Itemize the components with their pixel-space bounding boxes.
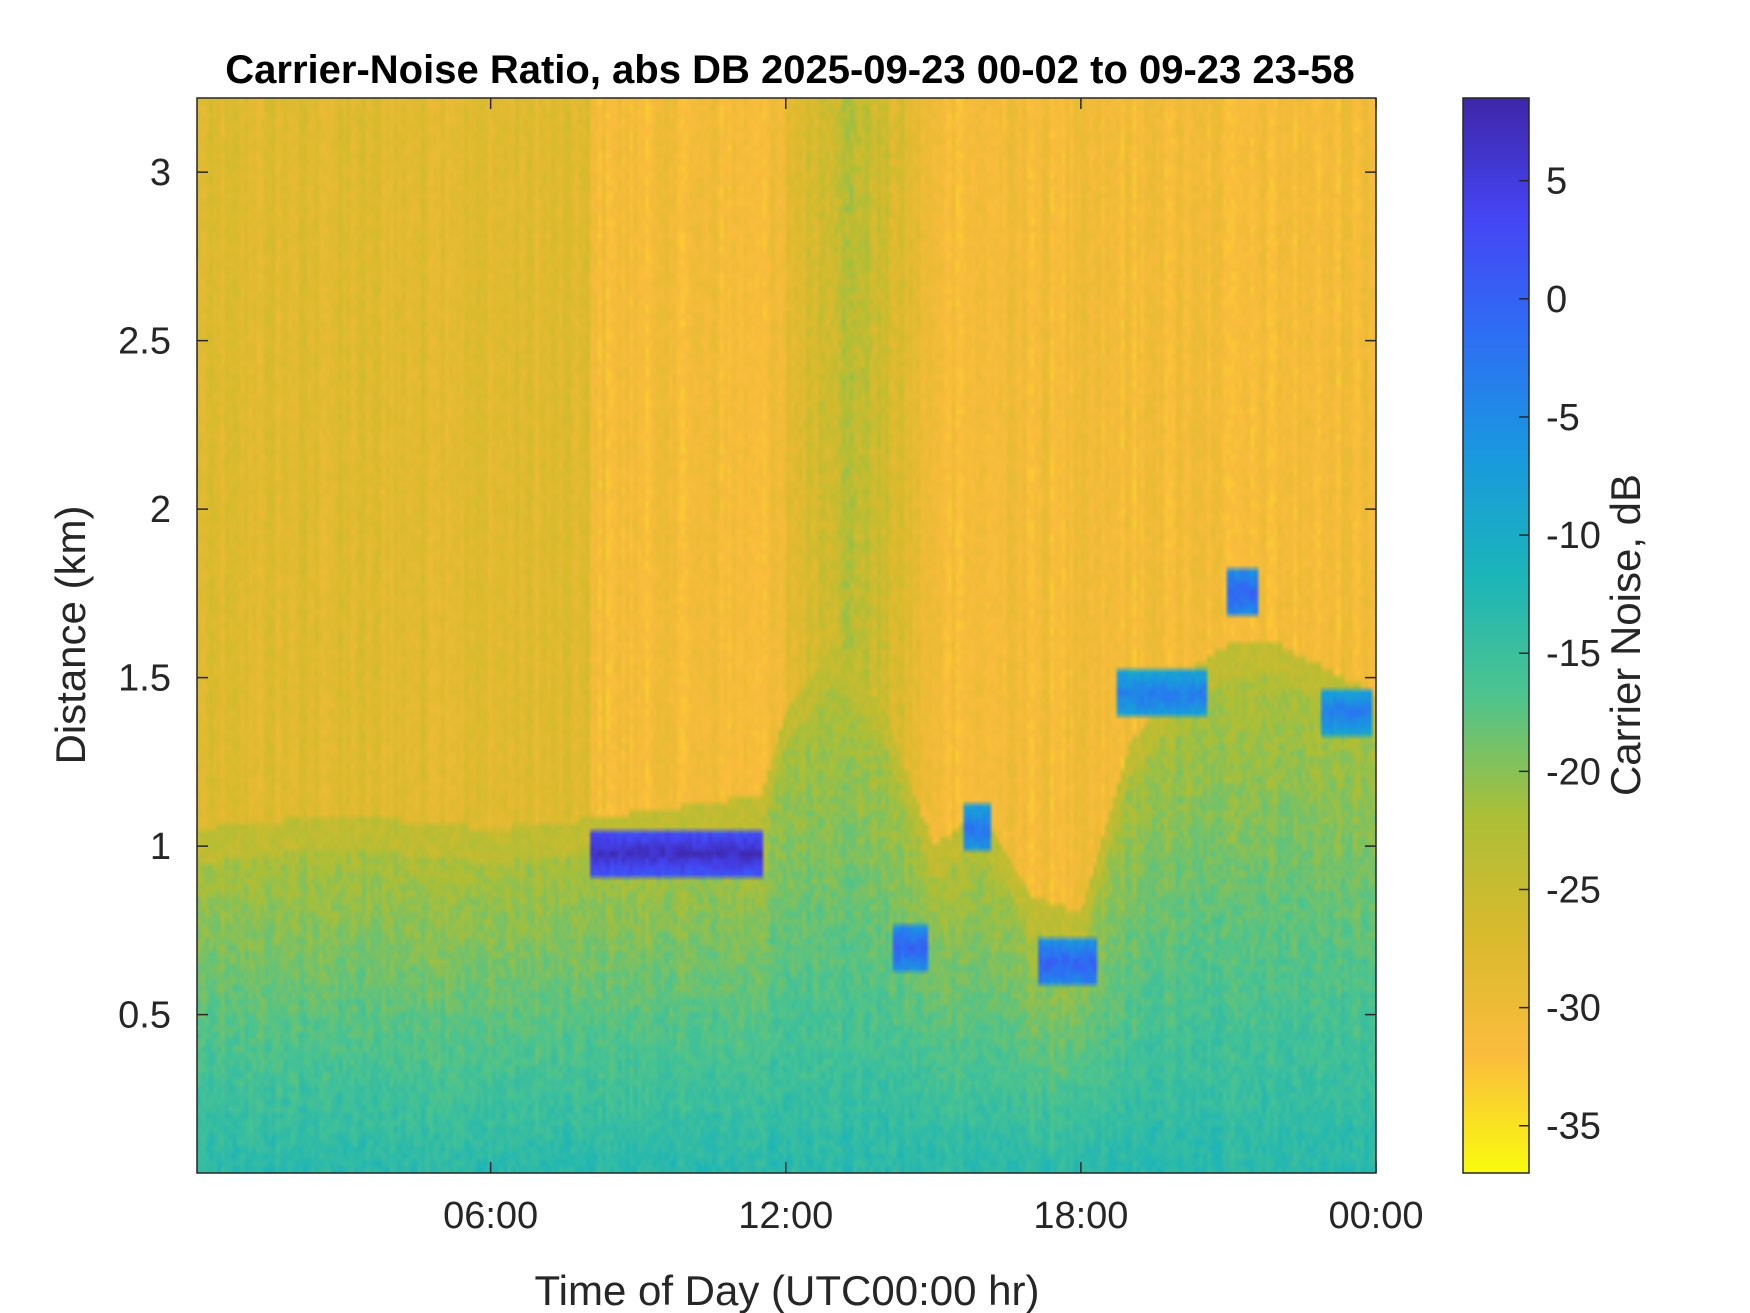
colorbar: 5 0 -5 -10 -15 -20 -25 -30 -35 Carrier Noise, dB xyxy=(1462,97,1649,1174)
colorbar-tick-label: -25 xyxy=(1546,869,1601,911)
colorbar-tick-label: -35 xyxy=(1546,1106,1601,1148)
colorbar-tick-label: 5 xyxy=(1546,161,1567,203)
heatmap-plot-area xyxy=(196,97,1377,1174)
y-tick-label: 2 xyxy=(150,489,171,531)
x-tick-label: 00:00 xyxy=(1328,1195,1423,1237)
x-tick-label: 18:00 xyxy=(1033,1195,1128,1237)
colorbar-ticks: 5 0 -5 -10 -15 -20 -25 -30 -35 xyxy=(1519,161,1601,1148)
colorbar-tick-label: -30 xyxy=(1546,988,1601,1030)
x-axis-ticks: 06:00 12:00 18:00 00:00 xyxy=(443,98,1424,1237)
colorbar-label: Carrier Noise, dB xyxy=(1602,474,1649,796)
colorbar-tick-label: -10 xyxy=(1546,515,1601,557)
chart-title: Carrier-Noise Ratio, abs DB 2025-09-23 0… xyxy=(225,48,1354,92)
colorbar-gradient xyxy=(1462,97,1530,1174)
y-tick-label: 2.5 xyxy=(118,321,171,363)
colorbar-tick-label: -20 xyxy=(1546,751,1601,793)
y-tick-label: 0.5 xyxy=(118,995,171,1037)
x-axis-label: Time of Day (UTC00:00 hr) xyxy=(535,1267,1040,1313)
colorbar-tick-label: -5 xyxy=(1546,397,1580,439)
colorbar-tick-label: 0 xyxy=(1546,279,1567,321)
y-axis-ticks: 0.5 1 1.5 2 2.5 3 xyxy=(118,152,1376,1037)
x-tick-label: 12:00 xyxy=(738,1195,833,1237)
colorbar-tick-label: -15 xyxy=(1546,633,1601,675)
heatmap-field xyxy=(197,98,1376,1173)
y-tick-label: 1 xyxy=(150,826,171,868)
y-tick-label: 1.5 xyxy=(118,658,171,700)
y-tick-label: 3 xyxy=(150,152,171,194)
x-tick-label: 06:00 xyxy=(443,1195,538,1237)
y-axis-label: Distance (km) xyxy=(47,505,94,764)
